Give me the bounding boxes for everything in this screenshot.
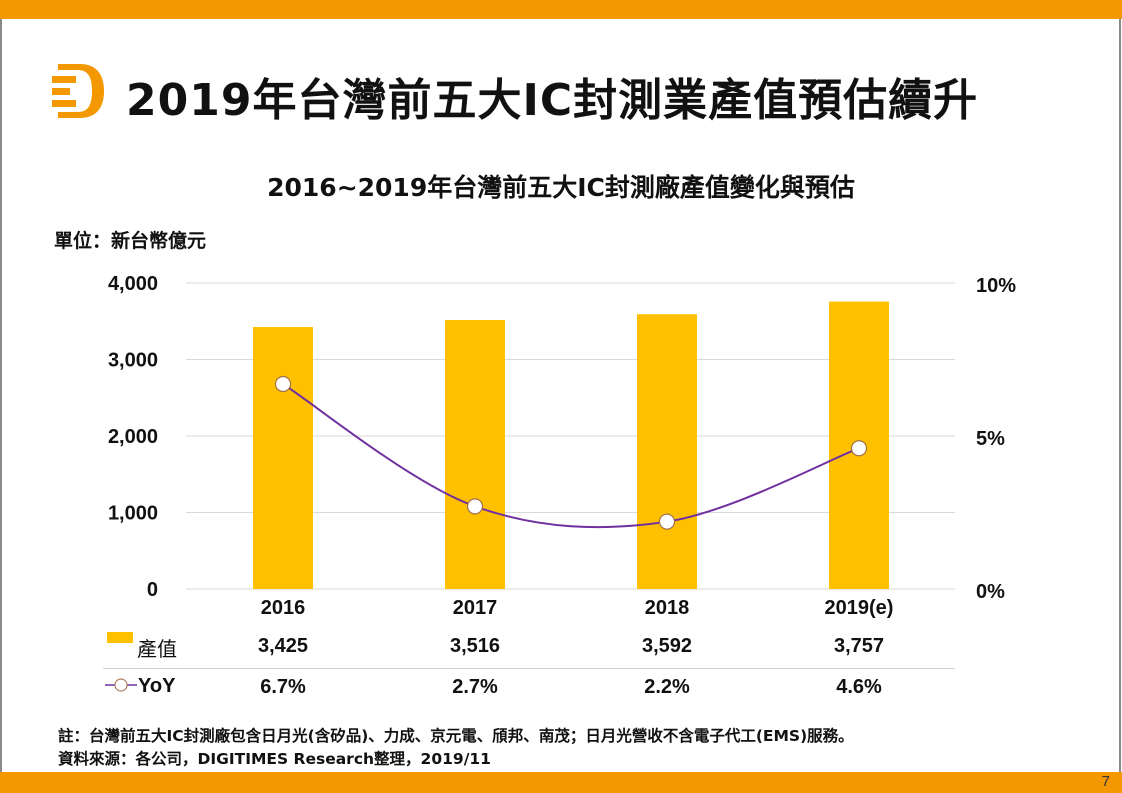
logo-bar-3: [52, 100, 76, 107]
bar: [253, 326, 313, 589]
legend-bar-swatch: [107, 632, 133, 643]
left-tick-label: 3,000: [108, 350, 158, 372]
yoy-line: [282, 383, 860, 529]
table-value-cell: 3,516: [449, 635, 501, 657]
category-label: 2018: [645, 597, 690, 619]
table-value-cell: 3,592: [641, 635, 693, 657]
table-yoy-cell: 2.2%: [644, 676, 690, 698]
yoy-markers: [274, 375, 868, 530]
unit-label: 單位：新台幣億元: [54, 230, 207, 252]
category-labels: 2016 2017 2018 2019(e): [261, 597, 894, 619]
table-divider: [103, 668, 955, 669]
source-note: 資料來源：各公司，DIGITIMES Research整理，2019/11: [58, 750, 491, 768]
logo-bar-1: [52, 76, 76, 83]
legend-label-value: 產值: [137, 637, 177, 661]
slide-title: 2019年台灣前五大IC封測業產值預估續升: [126, 75, 979, 126]
right-axis-ticks: 0% 5% 10%: [976, 275, 1016, 603]
table-value-cell: 3,425: [257, 635, 309, 657]
bar: [445, 320, 505, 589]
legend-label-yoy: YoY: [138, 675, 176, 697]
table-yoy-cell: 6.7%: [260, 676, 306, 698]
category-label: 2019(e): [825, 597, 894, 619]
left-axis-ticks: 0 1,000 2,000 3,000 4,000: [108, 273, 158, 601]
category-label: 2016: [261, 597, 306, 619]
logo-bar-2: [52, 88, 70, 95]
right-tick-label: 5%: [976, 428, 1005, 450]
chart-title: 2016~2019年台灣前五大IC封測廠產值變化與預估: [267, 173, 855, 202]
footnote: 註：台灣前五大IC封測廠包含日月光(含矽品)、力成、京元電、頎邦、南茂；日月光營…: [58, 727, 854, 745]
frame-left-border: [0, 19, 2, 772]
logo-d-shape: [58, 64, 104, 118]
left-tick-label: 2,000: [108, 426, 158, 448]
bar: [637, 314, 697, 589]
table-yoy-cell: 2.7%: [452, 676, 498, 698]
digitimes-d-logo-icon: [52, 64, 104, 118]
right-tick-label: 0%: [976, 581, 1005, 603]
top-accent-bar: [0, 0, 1122, 19]
left-tick-label: 4,000: [108, 273, 158, 295]
yoy-marker: [850, 440, 868, 457]
legend-line-marker-icon: [105, 678, 137, 692]
table-value-cell: 3,757: [833, 635, 885, 657]
bar-series: [253, 301, 889, 589]
yoy-marker: [466, 498, 484, 515]
bottom-accent-bar: 7: [0, 772, 1122, 793]
left-tick-label: 1,000: [108, 503, 158, 525]
table-yoy-cell: 4.6%: [836, 676, 882, 698]
yoy-marker: [274, 375, 292, 393]
right-tick-label: 10%: [976, 275, 1016, 297]
left-tick-label: 0: [147, 579, 158, 601]
category-label: 2017: [453, 597, 498, 619]
gridlines: [186, 282, 955, 590]
frame-right-border: [1119, 19, 1121, 772]
yoy-marker: [658, 513, 676, 530]
page-number: 7: [1101, 773, 1110, 790]
